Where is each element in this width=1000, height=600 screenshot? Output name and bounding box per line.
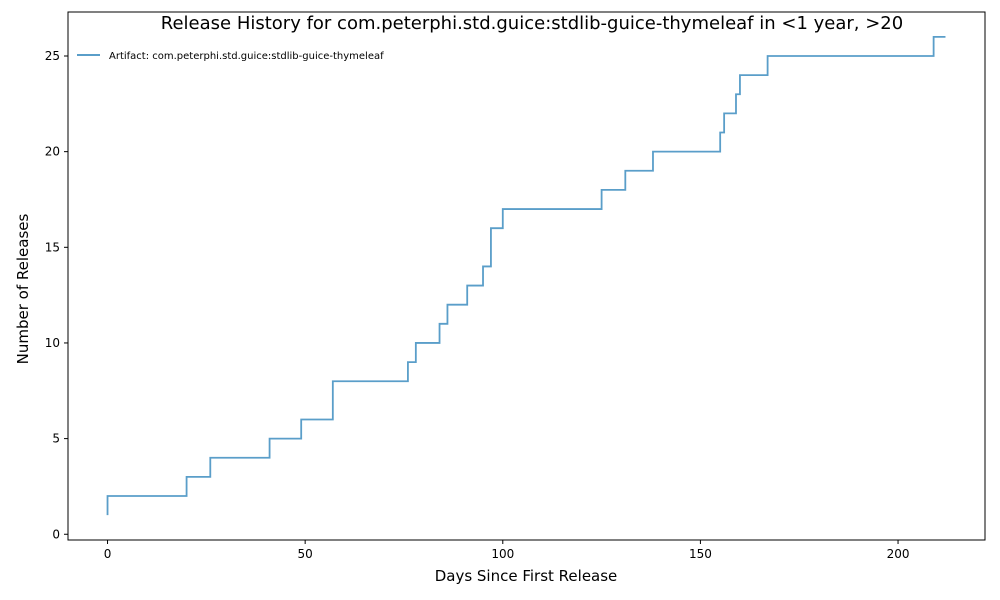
plot-area <box>67 11 986 541</box>
x-tick-label: 200 <box>887 547 910 561</box>
y-tick-label: 25 <box>45 49 60 63</box>
x-tick-label: 0 <box>104 547 112 561</box>
y-tick-label: 0 <box>52 527 60 541</box>
x-tick-label: 50 <box>298 547 313 561</box>
x-tick-label: 150 <box>689 547 712 561</box>
y-tick-label: 10 <box>45 336 60 350</box>
y-axis: 0 5 10 15 20 25 <box>45 49 68 541</box>
x-axis: 0 50 100 150 200 <box>104 540 910 561</box>
y-axis-label: Number of Releases <box>14 213 32 364</box>
release-step-line <box>106 35 946 516</box>
x-axis-label: Days Since First Release <box>435 567 618 585</box>
x-tick-label: 100 <box>491 547 514 561</box>
y-tick-label: 15 <box>45 240 60 254</box>
legend: Artifact: com.peterphi.std.guice:stdlib-… <box>77 51 384 62</box>
legend-label: Artifact: com.peterphi.std.guice:stdlib-… <box>109 51 384 62</box>
plot-frame <box>67 11 986 541</box>
y-tick-label: 20 <box>45 145 60 159</box>
series-layer <box>106 35 946 516</box>
y-tick-label: 5 <box>52 432 60 446</box>
chart-title: Release History for com.peterphi.std.gui… <box>161 13 903 34</box>
